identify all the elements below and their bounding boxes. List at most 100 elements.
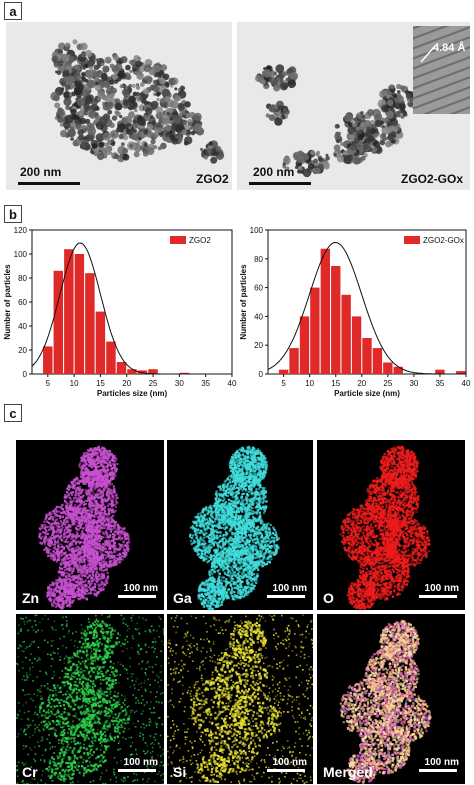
scale-bar: [419, 595, 457, 598]
scale-bar-label: 100 nm: [272, 583, 307, 594]
histogram-bar: [310, 287, 320, 374]
fit-curve: [31, 242, 232, 375]
scale-bar-label: 100 nm: [123, 757, 158, 768]
histogram-bar: [179, 372, 190, 374]
y-tick-label: 40: [18, 322, 27, 331]
y-tick-label: 20: [254, 341, 263, 350]
histogram-bar: [393, 366, 403, 374]
scale-bar-label: 100 nm: [272, 757, 307, 768]
y-tick-label: 100: [14, 250, 28, 259]
histogram-bar: [137, 370, 148, 374]
x-tick-label: 35: [201, 379, 210, 388]
lattice-spacing-label: 4.84 Å: [433, 42, 466, 54]
histogram-bar: [74, 254, 85, 374]
scale-bar: [18, 182, 80, 185]
histogram-bar: [435, 369, 445, 374]
element-label: Si: [173, 764, 187, 780]
fit-curve: [267, 241, 466, 375]
histogram-bar: [341, 294, 351, 374]
x-tick-label: 5: [46, 379, 51, 388]
element-label: Zn: [22, 590, 40, 606]
element-label: Ga: [173, 590, 192, 606]
y-tick-label: 60: [18, 298, 27, 307]
scale-bar-label: 100 nm: [123, 583, 158, 594]
histogram-bar: [351, 316, 362, 374]
histogram-bar: [331, 266, 341, 374]
x-tick-label: 10: [70, 379, 79, 388]
scale-bar-label: 200 nm: [20, 165, 62, 179]
histogram-bar: [64, 249, 74, 374]
y-tick-label: 0: [259, 370, 264, 379]
x-tick-label: 20: [357, 379, 366, 388]
x-tick-label: 25: [149, 379, 158, 388]
x-tick-label: 5: [281, 379, 286, 388]
histogram-zgo2-gox: 5 10 15 20 25 30 35 40 0 20 40 60 80 100 Particle size…: [239, 226, 471, 398]
legend-label: ZGO2-GOx: [423, 236, 464, 245]
x-tick-label: 15: [331, 379, 340, 388]
panel-label-c: c: [4, 404, 22, 422]
histogram-bar: [85, 273, 95, 374]
tem-image-zgo2: 200 nm ZGO2: [6, 22, 232, 190]
histogram-bar: [320, 248, 331, 374]
histogram-bar: [299, 316, 310, 374]
element-label: Merged: [323, 764, 373, 780]
scale-bar: [267, 769, 305, 772]
x-tick-label: 40: [462, 379, 471, 388]
y-tick-label: 80: [18, 274, 27, 283]
y-tick-label: 40: [254, 312, 263, 321]
eds-map-merged: Merged 100 nm: [317, 614, 465, 784]
scale-bar: [118, 769, 156, 772]
x-tick-label: 30: [175, 379, 184, 388]
y-tick-label: 100: [250, 226, 264, 235]
legend-label: ZGO2: [189, 236, 211, 245]
histogram-bar: [278, 369, 289, 374]
histogram-bar: [383, 362, 393, 374]
x-axis-label: Particles size (nm): [97, 389, 168, 398]
sample-label-zgo2: ZGO2: [196, 172, 229, 186]
histogram-bar: [289, 348, 299, 374]
legend-swatch: [404, 236, 420, 244]
x-tick-label: 10: [305, 379, 314, 388]
sample-label-zgo2-gox: ZGO2-GOx: [401, 172, 464, 186]
scale-bar-label: 200 nm: [253, 165, 295, 179]
element-label: Cr: [22, 764, 38, 780]
y-tick-label: 80: [254, 255, 263, 264]
histogram-bar: [456, 371, 466, 374]
histogram-bar: [116, 362, 127, 374]
x-tick-label: 35: [435, 379, 444, 388]
scale-bar: [118, 595, 156, 598]
panel-label-a: a: [4, 2, 22, 20]
scale-bar-label: 100 nm: [424, 757, 459, 768]
y-axis-label: Number of particles: [239, 264, 248, 340]
eds-map-o: O 100 nm: [317, 440, 465, 610]
scale-bar: [267, 595, 305, 598]
hrtem-inset: 4.84 Å: [413, 26, 470, 114]
histogram-zgo2: 5 10 15 20 25 30 35 40 0 20 40 60 80 100 120 Particles …: [3, 226, 237, 398]
x-tick-label: 15: [96, 379, 105, 388]
histogram-bar: [127, 369, 137, 374]
eds-map-zn: Zn 100 nm: [16, 440, 164, 610]
histogram-bar: [372, 348, 383, 374]
y-tick-label: 20: [18, 346, 27, 355]
panel-label-b: b: [4, 205, 22, 223]
histogram-bar: [148, 369, 158, 374]
histogram-bar: [53, 270, 64, 374]
scale-bar-label: 100 nm: [424, 583, 459, 594]
eds-map-si: Si 100 nm: [167, 614, 313, 784]
tem-particles-zgo2: [50, 39, 225, 164]
y-tick-label: 60: [254, 284, 263, 293]
y-tick-label: 120: [14, 226, 28, 235]
histogram-bar: [106, 341, 116, 374]
x-tick-label: 20: [122, 379, 131, 388]
scale-bar: [419, 769, 457, 772]
y-axis-label: Number of particles: [3, 264, 12, 340]
y-tick-label: 0: [23, 370, 28, 379]
scale-bar: [249, 182, 311, 185]
x-tick-label: 40: [228, 379, 237, 388]
histogram-bar: [95, 311, 106, 374]
x-axis-label: Particle size (nm): [334, 389, 400, 398]
eds-map-cr: Cr 100 nm: [16, 614, 164, 784]
legend-swatch: [170, 236, 186, 244]
tem-particles-zgo2-gox: [255, 64, 417, 178]
x-tick-label: 30: [409, 379, 418, 388]
